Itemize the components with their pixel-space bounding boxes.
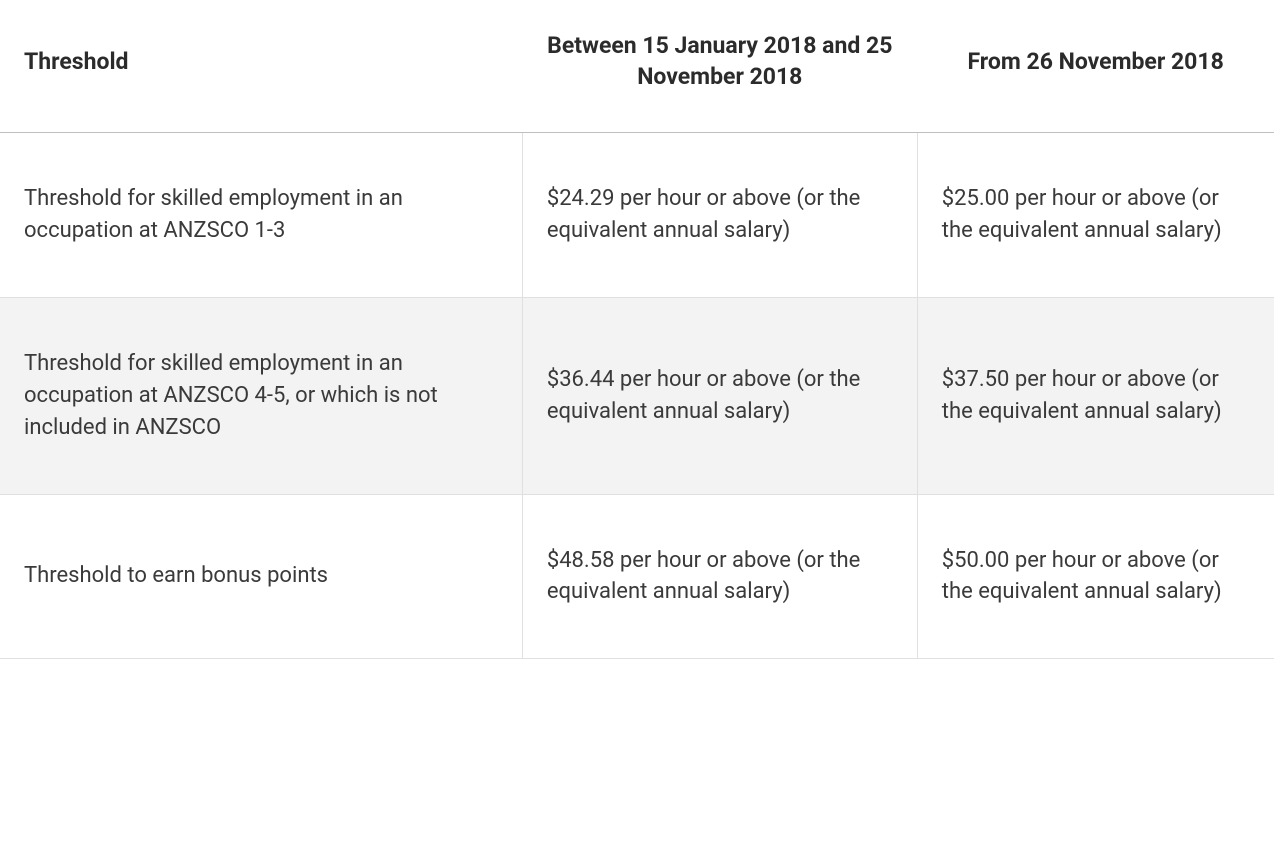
cell-period2: $25.00 per hour or above (or the equival… (917, 133, 1274, 298)
cell-period1: $48.58 per hour or above (or the equival… (522, 494, 917, 659)
cell-period2: $50.00 per hour or above (or the equival… (917, 494, 1274, 659)
table-header-row: Threshold Between 15 January 2018 and 25… (0, 0, 1274, 133)
cell-threshold: Threshold for skilled employment in an o… (0, 133, 522, 298)
cell-period2: $37.50 per hour or above (or the equival… (917, 297, 1274, 494)
col-header-period2: From 26 November 2018 (917, 0, 1274, 133)
cell-period1: $36.44 per hour or above (or the equival… (522, 297, 917, 494)
table-row: Threshold for skilled employment in an o… (0, 133, 1274, 298)
col-header-period1: Between 15 January 2018 and 25 November … (522, 0, 917, 133)
cell-threshold: Threshold to earn bonus points (0, 494, 522, 659)
cell-period1: $24.29 per hour or above (or the equival… (522, 133, 917, 298)
table-row: Threshold for skilled employment in an o… (0, 297, 1274, 494)
threshold-table: Threshold Between 15 January 2018 and 25… (0, 0, 1274, 659)
threshold-table-container: Threshold Between 15 January 2018 and 25… (0, 0, 1274, 659)
table-row: Threshold to earn bonus points $48.58 pe… (0, 494, 1274, 659)
cell-threshold: Threshold for skilled employment in an o… (0, 297, 522, 494)
col-header-threshold: Threshold (0, 0, 522, 133)
table-body: Threshold for skilled employment in an o… (0, 133, 1274, 659)
